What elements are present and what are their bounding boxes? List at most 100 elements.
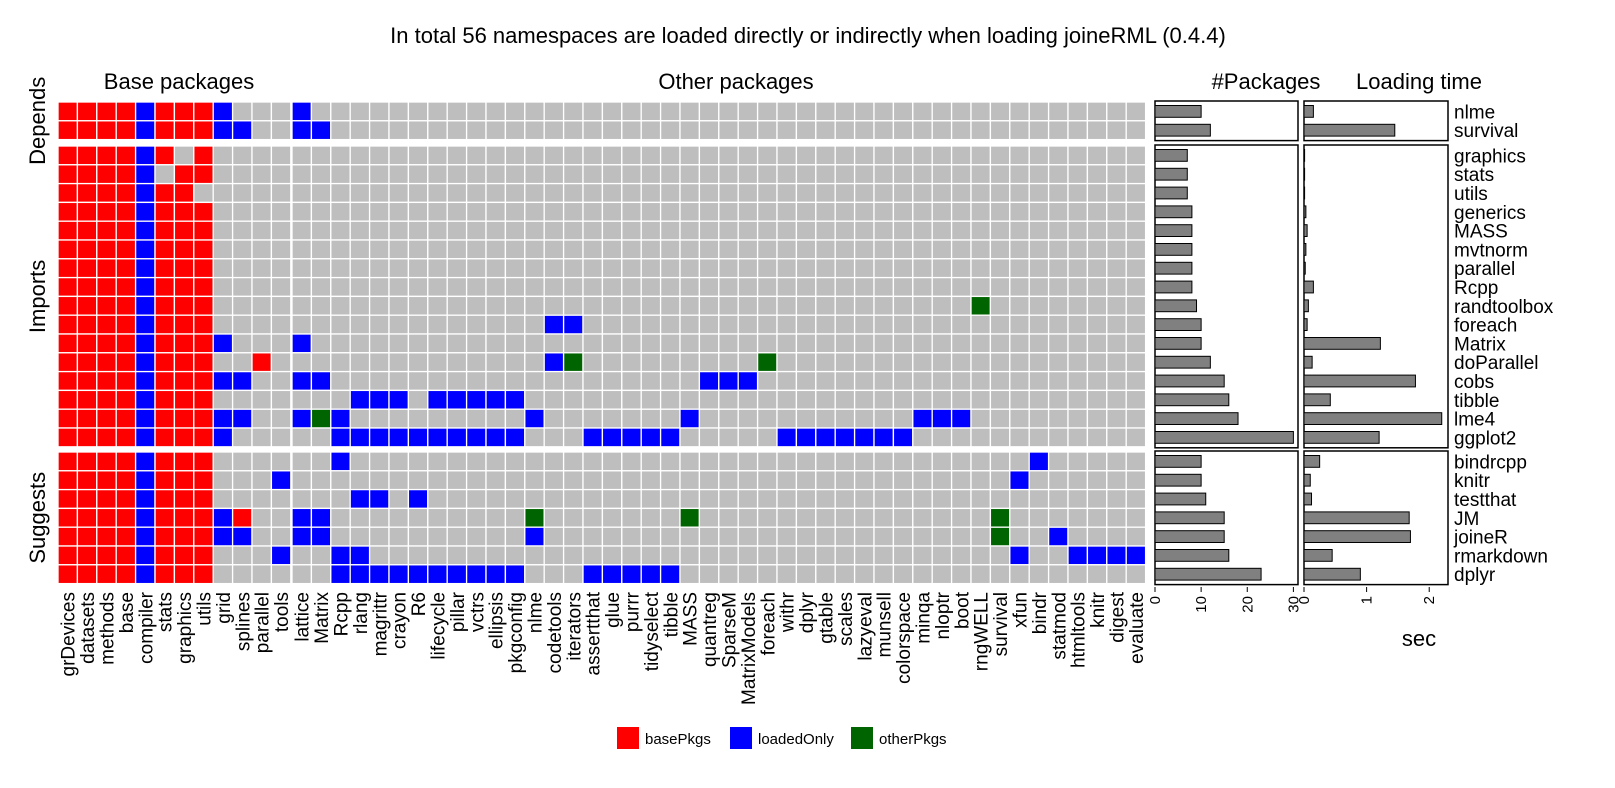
cell-randtoolbox-tidyselect	[640, 295, 662, 316]
cell-Rcpp-tibble	[659, 276, 681, 298]
cell-knitr-vctrs	[465, 470, 487, 491]
cell-lme4-SparseM	[718, 408, 739, 429]
cell-bindrcpp-MatrixModels	[737, 451, 759, 472]
cell-nlme-Rcpp	[330, 101, 351, 122]
cell-lme4-compiler	[134, 408, 156, 429]
cell-rmarkdown-tidyselect	[640, 545, 662, 566]
cell-JM-Matrix	[310, 507, 332, 528]
cell-Matrix-tools	[270, 333, 292, 354]
cell-randtoolbox-Rcpp	[330, 295, 351, 316]
cell-testthat-codetools	[543, 488, 565, 510]
cell-MASS-R6	[407, 220, 429, 241]
count-bar-Matrix	[1154, 337, 1202, 350]
cell-Rcpp-colorspace	[892, 276, 914, 298]
cell-ggplot2-Matrix	[310, 427, 332, 448]
cell-knitr-rlang	[349, 470, 371, 491]
cell-dplyr-R6	[407, 564, 429, 585]
cell-cobs-purrr	[621, 370, 642, 392]
cell-ggplot2-codetools	[543, 427, 565, 448]
column-label-nlme: nlme	[526, 592, 547, 633]
cell-cobs-SparseM	[718, 370, 739, 392]
cell-nlme-assertthat	[582, 101, 604, 122]
cell-ggplot2-pillar	[446, 427, 468, 448]
cell-cobs-nlme	[524, 370, 545, 392]
cell-doParallel-bindr	[1028, 352, 1050, 373]
cell-JM-MASS	[679, 507, 701, 528]
cell-doParallel-stats	[154, 352, 176, 373]
cell-doParallel-xfun	[1009, 352, 1030, 373]
cell-rmarkdown-ellipsis	[485, 545, 507, 566]
cell-joineR-base	[115, 526, 137, 547]
cell-generics-MASS	[679, 201, 701, 222]
cell-mvtnorm-purrr	[621, 239, 642, 260]
cell-graphics-graphics	[173, 145, 195, 166]
cell-bindrcpp-glue	[601, 451, 623, 472]
cell-rmarkdown-Matrix	[310, 545, 332, 566]
row-label-bindrcpp: bindrcpp	[1454, 452, 1527, 473]
row-label-MASS: MASS	[1454, 222, 1508, 243]
cell-rmarkdown-MatrixModels	[737, 545, 759, 566]
cell-dplyr-crayon	[388, 564, 410, 585]
column-label-vctrs: vctrs	[467, 592, 488, 632]
cell-randtoolbox-pkgconfig	[504, 295, 526, 316]
cell-randtoolbox-munsell	[873, 295, 895, 316]
cell-graphics-datasets	[76, 145, 98, 166]
cell-knitr-rngWELL	[970, 470, 992, 491]
cell-MASS-splines	[231, 220, 253, 241]
cell-doParallel-scales	[834, 352, 856, 373]
cell-rmarkdown-base	[115, 545, 137, 566]
cell-testthat-MASS	[679, 488, 701, 510]
cell-tibble-gtable	[815, 389, 836, 410]
cell-joineR-vctrs	[465, 526, 487, 547]
cell-randtoolbox-iterators	[562, 295, 584, 316]
cell-survival-graphics	[173, 120, 195, 141]
cell-utils-R6	[407, 182, 429, 204]
count-bar-Rcpp	[1154, 280, 1193, 294]
cell-rmarkdown-xfun	[1009, 545, 1030, 566]
cell-parallel-quantreg	[698, 258, 720, 279]
cell-dplyr-evaluate	[1125, 564, 1147, 585]
row-label-rmarkdown: rmarkdown	[1454, 546, 1548, 567]
cell-rmarkdown-grid	[212, 545, 234, 566]
cell-lme4-colorspace	[892, 408, 914, 429]
cell-nlme-lazyeval	[853, 101, 875, 122]
cell-foreach-splines	[231, 314, 253, 335]
cell-JM-quantreg	[698, 507, 720, 528]
cell-mvtnorm-nlme	[524, 239, 545, 260]
cell-generics-grDevices	[57, 201, 79, 222]
cell-JM-codetools	[543, 507, 565, 528]
column-label-grid: grid	[214, 592, 235, 624]
cell-randtoolbox-ellipsis	[485, 295, 507, 316]
cell-lme4-quantreg	[698, 408, 720, 429]
cell-foreach-grDevices	[57, 314, 79, 335]
cell-dplyr-withr	[776, 564, 798, 585]
cell-joineR-crayon	[388, 526, 410, 547]
cell-rmarkdown-stats	[154, 545, 176, 566]
cell-lme4-vctrs	[465, 408, 487, 429]
row-label-Rcpp: Rcpp	[1454, 278, 1498, 299]
cell-tibble-glue	[601, 389, 623, 410]
cell-foreach-rlang	[349, 314, 371, 335]
cell-testthat-foreach	[756, 488, 778, 510]
column-label-munsell: munsell	[875, 592, 896, 657]
cell-cobs-nloptr	[931, 370, 953, 392]
cell-survival-minqa	[912, 120, 933, 141]
cell-survival-methods	[96, 120, 117, 141]
cell-utils-iterators	[562, 182, 584, 204]
cell-bindrcpp-splines	[231, 451, 253, 472]
cell-foreach-lazyeval	[853, 314, 875, 335]
cell-bindrcpp-R6	[407, 451, 429, 472]
cell-joineR-magrittr	[368, 526, 390, 547]
cell-parallel-datasets	[76, 258, 98, 279]
cell-JM-bindr	[1028, 507, 1050, 528]
cell-utils-parallel	[251, 182, 273, 204]
cell-rmarkdown-grDevices	[57, 545, 79, 566]
column-label-tibble: tibble	[661, 592, 682, 637]
cell-foreach-foreach	[756, 314, 778, 335]
cell-rmarkdown-htmltools	[1067, 545, 1089, 566]
column-label-codetools: codetools	[545, 592, 566, 673]
cell-parallel-ellipsis	[485, 258, 507, 279]
cell-graphics-glue	[601, 145, 623, 166]
cell-testthat-ellipsis	[485, 488, 507, 510]
cell-cobs-splines	[231, 370, 253, 392]
